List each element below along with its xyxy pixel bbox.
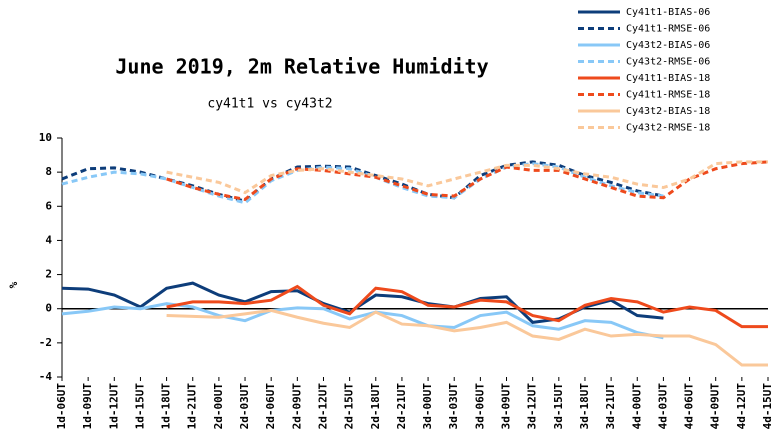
y-tick-label: 6 [45,199,52,212]
y-tick-label: -4 [39,370,53,383]
y-tick-label: 8 [45,165,52,178]
x-tick-label: 3d-12UT [526,383,539,430]
x-tick-label: 2d-09UT [290,383,303,430]
x-tick-label: 3d-09UT [500,383,513,430]
x-tick-label: 2d-21UT [395,383,408,430]
x-tick-label: 1d-12UT [107,383,120,430]
x-tick-label: 2d-15UT [343,383,356,430]
x-tick-label: 2d-00UT [212,383,225,430]
x-tick-label: 3d-21UT [604,383,617,430]
x-tick-label: 3d-18UT [578,383,591,430]
series-line [166,308,768,367]
legend-label: Cy43t2-RMSE-06 [626,57,710,68]
legend-label: Cy43t2-RMSE-18 [626,123,710,134]
legend-label: Cy41t1-RMSE-18 [626,90,710,101]
x-tick-label: 1d-21UT [186,383,199,430]
x-tick-label: 1d-15UT [133,383,146,430]
x-tick-label: 4d-06UT [683,383,696,430]
x-tick-label: 3d-15UT [552,383,565,430]
x-tick-label: 1d-18UT [160,383,173,430]
y-tick-label: 2 [45,268,52,281]
x-tick-label: 4d-15UT [761,383,774,430]
chart-subtitle: cy41t1 vs cy43t2 [207,97,332,112]
legend-label: Cy41t1-RMSE-06 [626,24,710,35]
series-line [61,160,664,203]
y-tick-label: 0 [45,302,52,315]
x-tick-label: 2d-18UT [369,383,382,430]
series-line [61,162,664,205]
legend-label: Cy43t2-BIAS-06 [626,40,710,51]
y-axis-label: % [7,281,20,288]
y-tick-label: 10 [39,131,52,144]
x-tick-label: 4d-03UT [656,383,669,430]
x-tick-label: 1d-09UT [81,383,94,430]
series-line [166,284,768,329]
x-tick-label: 3d-00UT [421,383,434,430]
x-tick-label: 1d-06UT [55,383,68,430]
x-tick-label: 2d-03UT [238,383,251,430]
y-tick-label: 4 [45,233,52,246]
chart-title: June 2019, 2m Relative Humidity [115,55,488,79]
x-tick-label: 4d-12UT [735,383,748,430]
x-tick-label: 3d-06UT [473,383,486,430]
legend-label: Cy41t1-BIAS-06 [626,7,710,18]
x-tick-label: 2d-06UT [264,383,277,430]
x-tick-label: 4d-00UT [630,383,643,430]
x-tick-label: 3d-03UT [447,383,460,430]
x-tick-label: 4d-09UT [709,383,722,430]
legend-label: Cy41t1-BIAS-18 [626,73,710,84]
legend-label: Cy43t2-BIAS-18 [626,106,710,117]
series-line [61,302,664,340]
series-line [166,160,768,195]
x-tick-label: 2d-12UT [316,383,329,430]
y-tick-label: -2 [39,336,52,349]
